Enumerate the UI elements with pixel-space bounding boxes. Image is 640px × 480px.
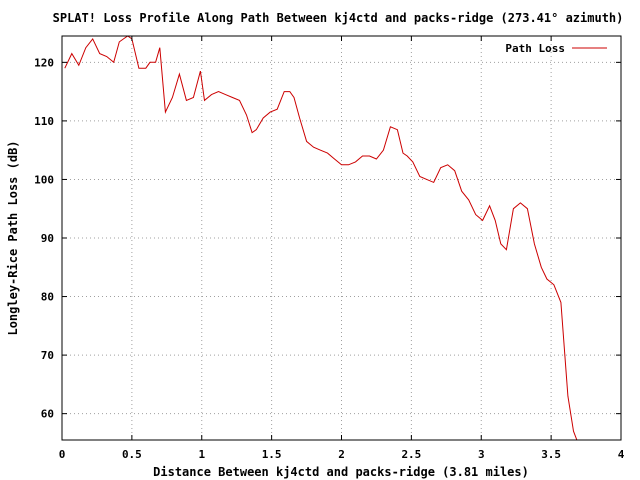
x-tick-label: 2.5 bbox=[401, 448, 421, 461]
chart-title: SPLAT! Loss Profile Along Path Between k… bbox=[53, 11, 624, 25]
x-axis-label: Distance Between kj4ctd and packs-ridge … bbox=[153, 465, 529, 479]
y-tick-label: 70 bbox=[41, 349, 54, 362]
x-axis-ticks: 0 0.5 1 1.5 2 2.5 3 3.5 4 bbox=[59, 36, 625, 461]
y-tick-label: 60 bbox=[41, 408, 54, 421]
x-tick-label: 0 bbox=[59, 448, 66, 461]
y-tick-label: 80 bbox=[41, 291, 54, 304]
x-tick-label: 3.5 bbox=[541, 448, 561, 461]
y-tick-label: 110 bbox=[34, 115, 54, 128]
legend: Path Loss bbox=[505, 42, 607, 55]
y-axis-label: Longley-Rice Path Loss (dB) bbox=[6, 140, 20, 335]
x-tick-label: 1.5 bbox=[262, 448, 282, 461]
x-tick-label: 0.5 bbox=[122, 448, 142, 461]
legend-entry-path-loss: Path Loss bbox=[505, 42, 565, 55]
x-tick-label: 2 bbox=[338, 448, 345, 461]
x-tick-label: 1 bbox=[198, 448, 205, 461]
grid-lines bbox=[62, 36, 621, 440]
y-axis-ticks: 60 70 80 90 100 110 120 bbox=[34, 56, 621, 421]
plot-area bbox=[64, 36, 578, 440]
y-tick-label: 90 bbox=[41, 232, 54, 245]
y-tick-label: 100 bbox=[34, 173, 54, 186]
x-tick-label: 3 bbox=[478, 448, 485, 461]
y-tick-label: 120 bbox=[34, 56, 54, 69]
series-line-path-loss bbox=[64, 36, 578, 440]
x-tick-label: 4 bbox=[618, 448, 625, 461]
